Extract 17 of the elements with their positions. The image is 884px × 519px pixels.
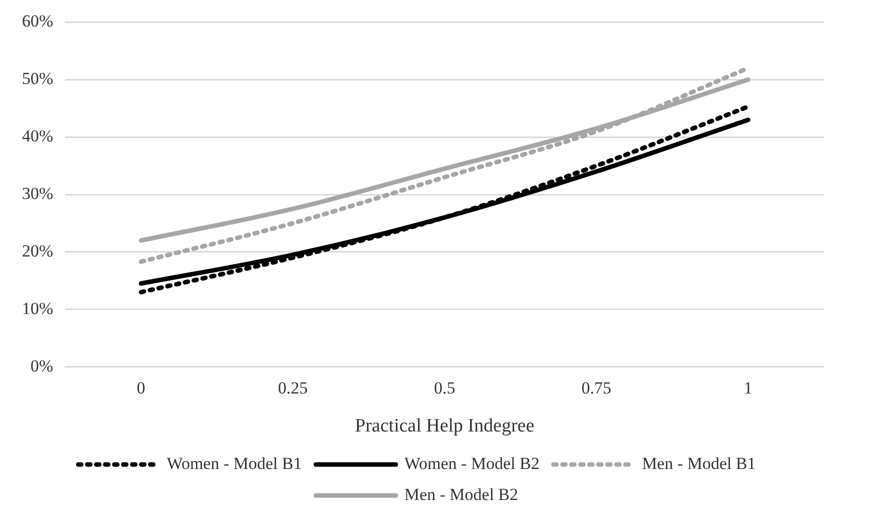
legend-label: Men - Model B1 — [642, 454, 756, 473]
y-tick-label: 60% — [22, 12, 54, 31]
y-tick-label: 50% — [22, 69, 54, 88]
y-tick-label: 30% — [22, 184, 54, 203]
y-tick-label: 0% — [30, 356, 54, 376]
x-tick-label: 1 — [744, 378, 752, 398]
x-tick-label: 0.75 — [581, 378, 612, 398]
y-tick-label: 10% — [22, 298, 54, 318]
legend-label: Men - Model B2 — [404, 484, 518, 504]
x-tick-label: 0 — [136, 378, 146, 398]
y-tick-label: 20% — [22, 241, 54, 260]
x-tick-label: 0.25 — [278, 378, 308, 398]
x-tick-label: 0.5 — [434, 378, 456, 398]
legend-label: Women - Model B1 — [166, 454, 302, 473]
legend-label: Women - Model B2 — [404, 454, 540, 473]
y-tick-label: 40% — [22, 126, 54, 146]
x-axis-title: Practical Help Indegree — [354, 416, 534, 437]
